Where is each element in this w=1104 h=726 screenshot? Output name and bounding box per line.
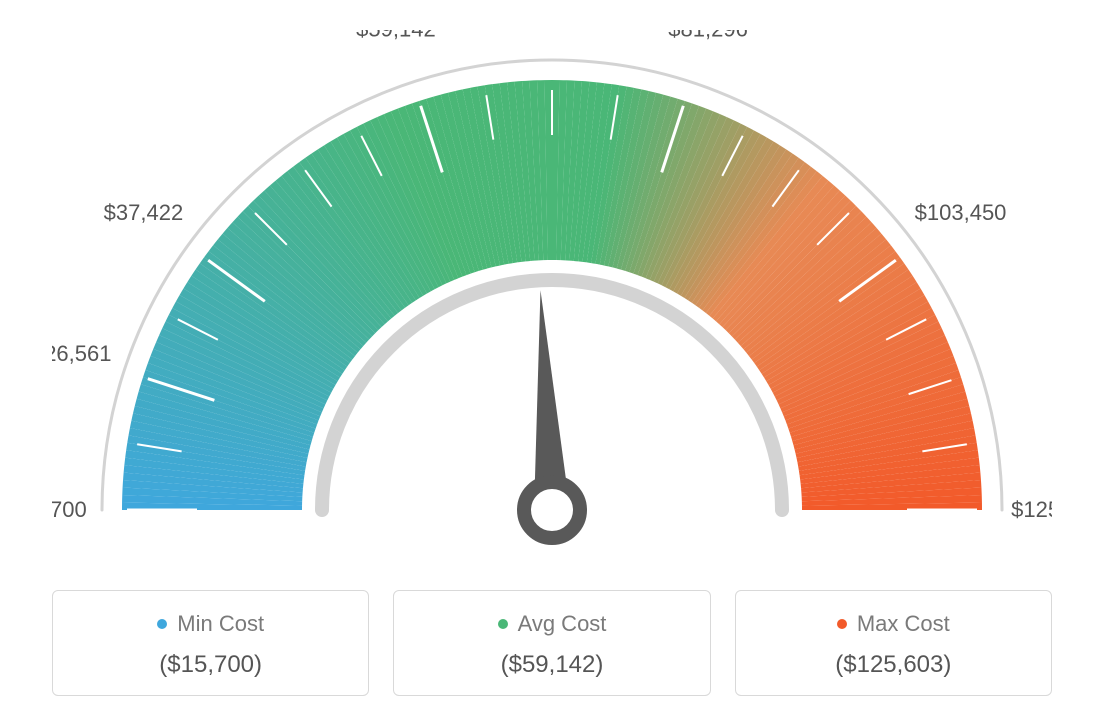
legend-dot-max xyxy=(837,619,847,629)
gauge-svg: $15,700 $26,561 $37,422 $59,142 $81,296 $103,… xyxy=(52,30,1052,550)
legend-card-avg: Avg Cost ($59,142) xyxy=(393,590,710,696)
legend-dot-min xyxy=(157,619,167,629)
legend-title-avg-text: Avg Cost xyxy=(518,611,607,637)
legend-title-avg: Avg Cost xyxy=(498,611,607,637)
legend-title-min: Min Cost xyxy=(157,611,264,637)
svg-text:$125,603: $125,603 xyxy=(1011,497,1052,522)
legend-value-avg: ($59,142) xyxy=(404,651,699,679)
svg-text:$15,700: $15,700 xyxy=(52,497,87,522)
svg-text:$37,422: $37,422 xyxy=(104,200,184,225)
legend-value-min: ($15,700) xyxy=(63,651,358,679)
legend-title-min-text: Min Cost xyxy=(177,611,264,637)
svg-text:$59,142: $59,142 xyxy=(356,30,436,42)
svg-text:$26,561: $26,561 xyxy=(52,341,111,366)
cost-gauge-chart: $15,700 $26,561 $37,422 $59,142 $81,296 $103,… xyxy=(52,30,1052,696)
legend-row: Min Cost ($15,700) Avg Cost ($59,142) Ma… xyxy=(52,590,1052,696)
legend-value-max: ($125,603) xyxy=(746,651,1041,679)
legend-card-max: Max Cost ($125,603) xyxy=(735,590,1052,696)
legend-title-max: Max Cost xyxy=(837,611,950,637)
legend-title-max-text: Max Cost xyxy=(857,611,950,637)
svg-text:$81,296: $81,296 xyxy=(668,30,748,42)
svg-text:$103,450: $103,450 xyxy=(915,200,1007,225)
legend-card-min: Min Cost ($15,700) xyxy=(52,590,369,696)
legend-dot-avg xyxy=(498,619,508,629)
